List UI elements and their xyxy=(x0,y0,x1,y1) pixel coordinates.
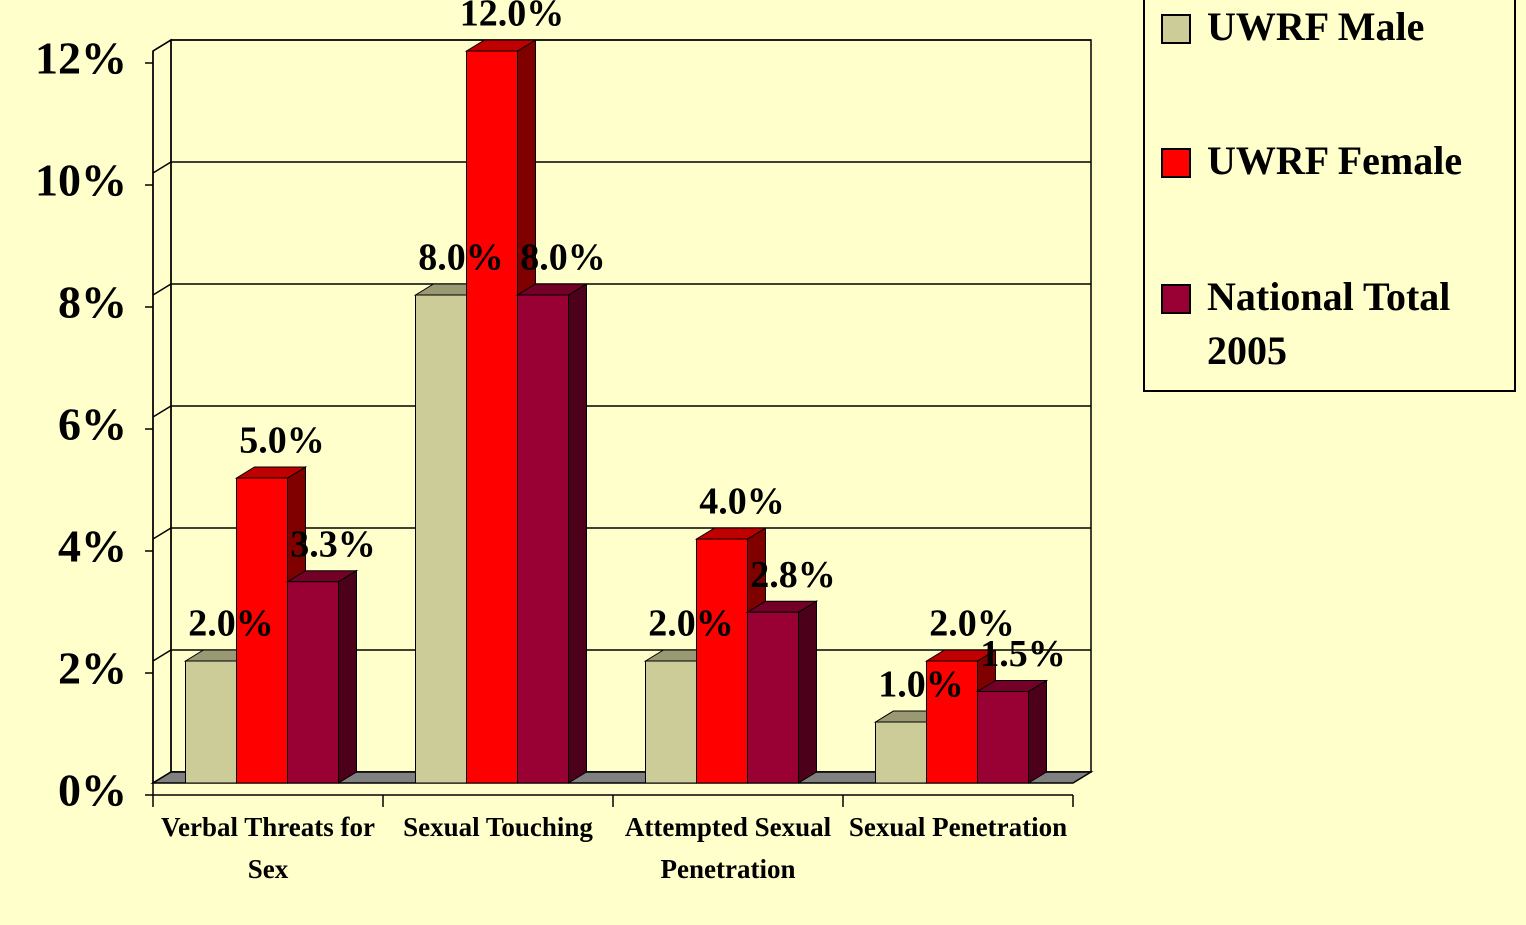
value-label: 8.0% xyxy=(520,237,606,279)
bar xyxy=(975,679,1049,784)
value-label: 1.0% xyxy=(878,664,964,706)
value-label: 2.0% xyxy=(648,603,734,645)
y-tick-label: 12% xyxy=(35,33,127,84)
x-tick-label: Sexual Penetration xyxy=(848,812,1068,842)
bar-front xyxy=(287,581,339,784)
bar-front xyxy=(645,660,697,784)
y-tick-label: 0% xyxy=(58,765,127,816)
y-tick-label: 6% xyxy=(58,399,127,450)
legend-item: UWRF Male xyxy=(1161,0,1506,54)
x-tick-label: Attempted Sexual Penetration xyxy=(624,812,832,884)
legend-label: National Total 2005 xyxy=(1207,274,1451,373)
y-tick-label: 10% xyxy=(35,155,127,206)
value-label: 2.0% xyxy=(929,603,1015,645)
bar-side xyxy=(568,283,587,784)
y-tick-label: 4% xyxy=(58,521,127,572)
value-label: 5.0% xyxy=(239,420,325,462)
value-label: 8.0% xyxy=(418,237,504,279)
value-label: 2.8% xyxy=(750,554,836,596)
legend-swatch xyxy=(1161,148,1191,178)
grid-line xyxy=(152,527,1091,540)
bar-front xyxy=(415,294,467,784)
bar-front xyxy=(696,538,748,784)
bar-front xyxy=(236,477,288,784)
bar-side xyxy=(798,600,817,784)
legend-item: National Total 2005 xyxy=(1161,270,1506,378)
legend-swatch xyxy=(1161,284,1191,314)
y-tick-label: 8% xyxy=(58,277,127,328)
grid-line xyxy=(152,283,1091,296)
y-tick-label: 2% xyxy=(58,643,127,694)
value-label: 12.0% xyxy=(460,0,565,35)
legend-label: UWRF Male xyxy=(1207,4,1425,49)
bar xyxy=(515,283,589,784)
bar-front xyxy=(977,691,1029,784)
value-label: 3.3% xyxy=(290,523,376,565)
bar-front xyxy=(517,294,569,784)
bar-front xyxy=(466,50,518,784)
value-label: 1.5% xyxy=(980,633,1066,675)
value-label: 2.0% xyxy=(188,603,274,645)
bar-front xyxy=(875,721,927,784)
grid-line xyxy=(152,39,1091,52)
bar-side xyxy=(338,569,357,784)
legend: UWRF Male UWRF Female National Total 2005 xyxy=(1143,0,1516,392)
grid-line xyxy=(152,161,1091,174)
bar-front xyxy=(926,660,978,784)
bar-front xyxy=(185,660,237,784)
bar xyxy=(285,569,359,784)
grid-line xyxy=(152,405,1091,418)
bar-front xyxy=(747,611,799,784)
x-tick-label: Sexual Touching xyxy=(403,812,593,842)
value-label: 4.0% xyxy=(699,481,785,523)
legend-item: UWRF Female xyxy=(1161,134,1506,188)
legend-label: UWRF Female xyxy=(1207,138,1463,183)
bar xyxy=(745,600,819,784)
x-tick-label: Verbal Threats for Sex xyxy=(161,812,375,884)
bar-side xyxy=(1028,679,1047,784)
legend-swatch xyxy=(1161,14,1191,44)
